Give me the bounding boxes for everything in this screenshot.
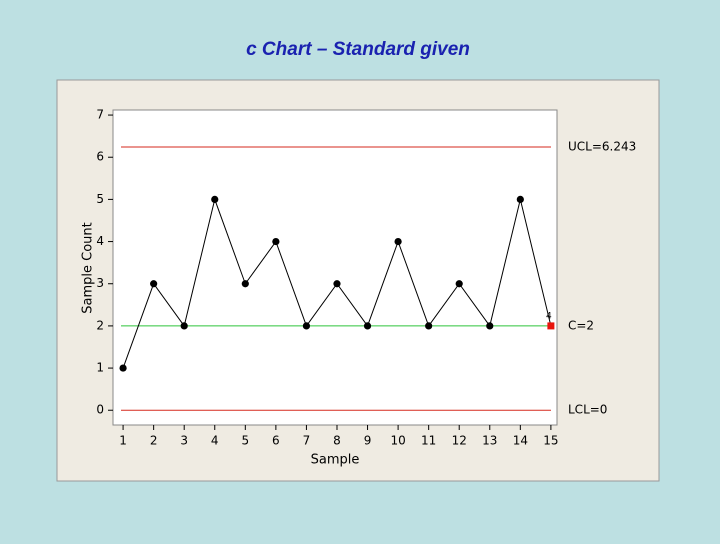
point bbox=[180, 322, 188, 330]
y-tick-label: 1 bbox=[96, 361, 104, 375]
point bbox=[272, 237, 280, 246]
control-line-label: UCL=6.243 bbox=[568, 139, 636, 153]
control-line-label: C=2 bbox=[568, 318, 594, 332]
plot-area bbox=[112, 109, 558, 426]
y-tick-label: 4 bbox=[96, 234, 104, 248]
point bbox=[211, 195, 219, 203]
point bbox=[333, 280, 341, 288]
x-tick-label: 9 bbox=[364, 434, 372, 448]
x-tick-label: 7 bbox=[303, 434, 311, 448]
x-tick-label: 2 bbox=[150, 434, 158, 448]
y-tick-label: 7 bbox=[96, 108, 104, 122]
x-tick-label: 4 bbox=[211, 434, 219, 448]
annotation: 4 bbox=[546, 311, 552, 321]
x-tick-label: 5 bbox=[241, 434, 249, 448]
y-tick-label: 3 bbox=[96, 276, 104, 290]
point bbox=[455, 280, 463, 288]
point bbox=[425, 322, 433, 330]
x-tick-label: 3 bbox=[180, 434, 188, 448]
x-tick-label: 13 bbox=[482, 434, 497, 448]
x-tick-label: 15 bbox=[543, 434, 558, 448]
y-axis-label: Sample Count bbox=[81, 222, 96, 313]
y-tick-label: 0 bbox=[96, 403, 104, 417]
flagged-point bbox=[547, 322, 555, 330]
y-tick-label: 5 bbox=[96, 192, 104, 206]
control-line-label: LCL=0 bbox=[568, 403, 607, 417]
point bbox=[486, 322, 494, 330]
x-tick-label: 1 bbox=[119, 434, 127, 448]
x-axis-label: Sample bbox=[311, 453, 360, 468]
x-tick-label: 8 bbox=[333, 434, 341, 448]
point bbox=[302, 322, 311, 330]
x-tick-label: 10 bbox=[390, 434, 405, 448]
point bbox=[394, 237, 402, 246]
x-tick-label: 14 bbox=[513, 434, 528, 448]
point bbox=[363, 322, 372, 330]
x-tick-label: 6 bbox=[272, 434, 280, 448]
x-tick-label: 11 bbox=[421, 434, 436, 448]
x-tick-label: 12 bbox=[452, 434, 467, 448]
point bbox=[241, 280, 249, 288]
point bbox=[150, 280, 158, 288]
chart-title: c Chart – Standard given bbox=[246, 39, 470, 60]
y-tick-label: 2 bbox=[96, 318, 104, 332]
point bbox=[119, 364, 127, 372]
y-tick-label: 6 bbox=[96, 150, 104, 164]
point bbox=[516, 195, 524, 203]
